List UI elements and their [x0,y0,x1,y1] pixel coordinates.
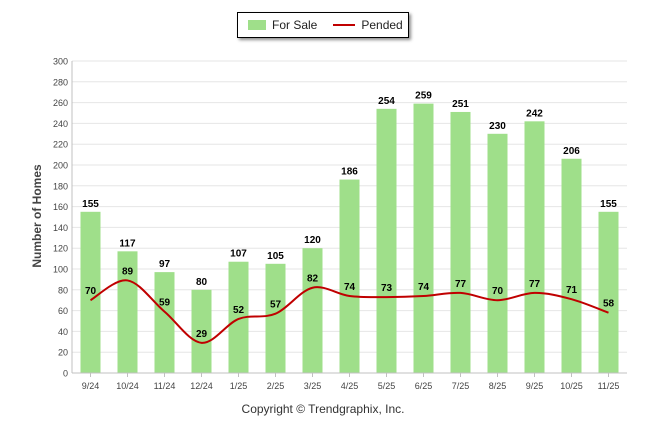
bar-label-for-sale-11/24: 97 [159,259,171,270]
bar-for-sale-9/25 [524,121,545,373]
x-tick-label-7/25: 7/25 [452,381,470,391]
y-tick-label-60: 60 [58,306,68,316]
copyright-text: Copyright © Trendgraphix, Inc. [241,402,405,416]
legend-swatch-pended [333,24,356,26]
bar-for-sale-11/25 [598,211,619,373]
point-label-pended-9/24: 70 [85,286,97,297]
bar-label-for-sale-5/25: 254 [378,96,395,107]
legend-swatch-for-sale [248,20,266,30]
point-label-pended-11/25: 58 [603,299,615,310]
point-label-pended-7/25: 77 [455,279,467,290]
bar-for-sale-9/24 [80,211,101,373]
point-label-pended-9/25: 77 [529,279,541,290]
bar-label-for-sale-10/25: 206 [563,146,580,157]
y-tick-label-280: 280 [53,77,68,87]
legend-label-pended: Pended [361,18,403,32]
bar-label-for-sale-4/25: 186 [341,167,358,178]
x-axis: 9/24 10/24 11/24 12/24 1/25 2/25 3/25 4/25 5/25 6… [72,372,627,391]
bar-for-sale-2/25 [265,263,286,373]
bar-label-for-sale-10/24: 117 [119,238,136,249]
x-tick-label-8/25: 8/25 [489,381,507,391]
bar-label-for-sale-9/25: 242 [526,108,543,119]
y-tick-label-0: 0 [63,369,68,379]
bar-for-sale-11/24 [154,272,175,373]
point-label-pended-11/24: 59 [159,298,171,309]
y-tick-label-160: 160 [53,202,68,212]
x-tick-label-12/24: 12/24 [190,381,213,391]
x-tick-label-10/24: 10/24 [116,381,139,391]
bar-label-for-sale-6/25: 259 [415,91,432,102]
y-tick-label-140: 140 [53,223,68,233]
point-label-pended-10/25: 71 [566,285,578,296]
point-label-pended-8/25: 70 [492,286,504,297]
point-label-pended-2/25: 57 [270,300,282,311]
x-tick-label-9/25: 9/25 [526,381,544,391]
point-label-pended-10/24: 89 [122,266,134,277]
bar-for-sale-6/25 [413,103,434,373]
x-tick-label-9/24: 9/24 [82,381,100,391]
bar-label-for-sale-9/24: 155 [82,199,99,210]
legend-item-pended[interactable]: Pended [333,18,403,32]
bar-label-for-sale-7/25: 251 [452,99,469,110]
legend-item-for-sale[interactable]: For Sale [248,18,317,32]
x-tick-label-5/25: 5/25 [378,381,396,391]
bar-label-for-sale-11/25: 155 [600,199,617,210]
x-tick-label-10/25: 10/25 [560,381,583,391]
x-tick-label-6/25: 6/25 [415,381,433,391]
bar-for-sale-12/24 [191,289,212,373]
y-tick-label-220: 220 [53,140,68,150]
y-tick-label-300: 300 [53,57,68,67]
point-label-pended-5/25: 73 [381,283,393,294]
y-tick-label-100: 100 [53,265,68,275]
bar-for-sale-8/25 [487,133,508,373]
bar-for-sale-1/25 [228,261,249,373]
legend: For Sale Pended [237,12,409,38]
line-pended [89,279,609,344]
point-label-pended-6/25: 74 [418,282,430,293]
y-tick-label-260: 260 [53,98,68,108]
bar-label-for-sale-8/25: 230 [489,121,506,132]
bar-label-for-sale-3/25: 120 [304,235,321,246]
x-tick-label-1/25: 1/25 [230,381,248,391]
bar-label-for-sale-12/24: 80 [196,277,208,288]
bar-for-sale-10/25 [561,158,582,373]
bar-label-for-sale-2/25: 105 [267,251,284,262]
y-tick-label-240: 240 [53,119,68,129]
y-tick-label-80: 80 [58,285,68,295]
bar-for-sale-3/25 [302,248,323,373]
bar-series-for-sale: 155 117 97 80 107 105 120 186 254 259 251 230 242 206… [80,91,619,374]
legend-label-for-sale: For Sale [272,18,318,32]
x-tick-label-11/25: 11/25 [598,381,620,391]
bar-for-sale-4/25 [339,179,360,373]
y-tick-label-20: 20 [58,348,68,358]
x-tick-label-11/24: 11/24 [154,381,176,391]
bar-label-for-sale-1/25: 107 [230,249,247,260]
y-axis-label: Number of Homes [30,164,44,268]
y-tick-label-180: 180 [53,181,68,191]
y-tick-label-200: 200 [53,161,68,171]
y-axis: 0 20 40 60 80 100 120 140 160 180 200 220 240 260 280 3… [53,57,73,379]
x-tick-label-2/25: 2/25 [267,381,285,391]
line-series-pended: 70 89 59 29 52 57 82 74 73 74 77 70 77 71 58 [85,266,615,344]
point-label-pended-4/25: 74 [344,282,356,293]
point-label-pended-3/25: 82 [307,274,319,285]
bar-for-sale-7/25 [450,111,471,374]
x-tick-label-4/25: 4/25 [341,381,359,391]
point-label-pended-12/24: 29 [196,329,208,340]
point-label-pended-1/25: 52 [233,305,245,316]
y-tick-label-40: 40 [58,327,68,337]
bar-for-sale-5/25 [376,108,397,373]
y-tick-label-120: 120 [53,244,68,254]
x-tick-label-3/25: 3/25 [304,381,322,391]
